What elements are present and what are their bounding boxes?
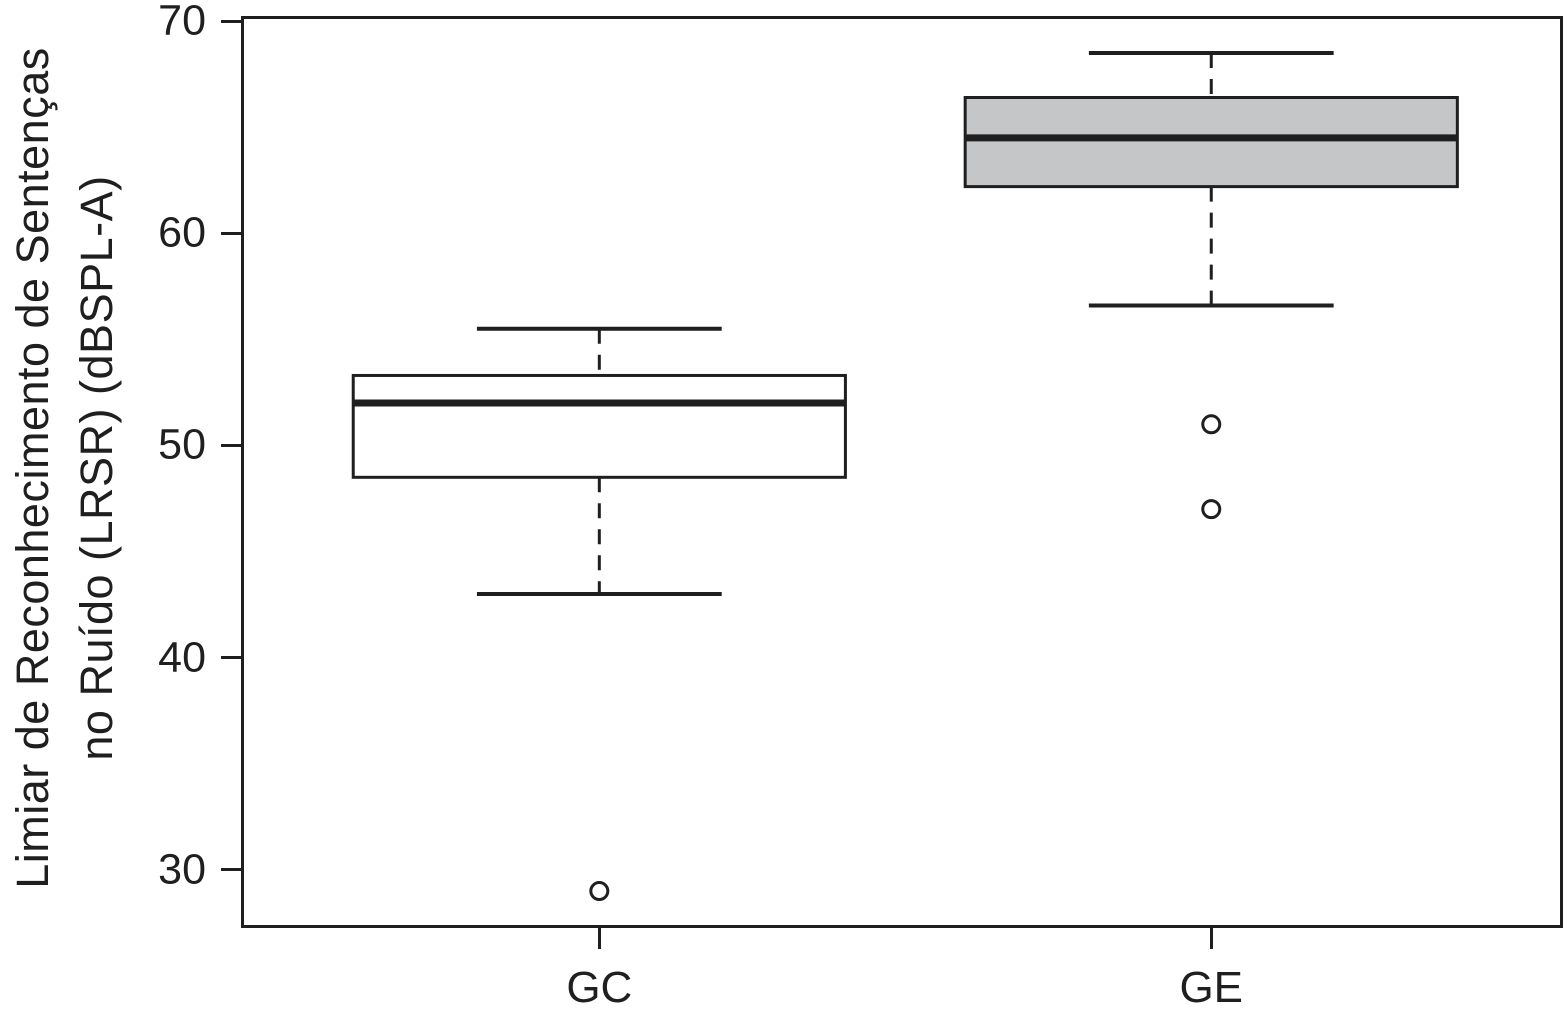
x-tick-label-ge: GE [1179, 963, 1244, 1011]
y-tick-label-30: 30 [158, 845, 206, 894]
outlier-point-ge-1 [1201, 499, 1222, 520]
y-tick-50 [221, 443, 242, 447]
chart-svg [351, 50, 1459, 902]
y-axis-title-line-1: Limiar de Reconhecimento de Sentenças [7, 47, 58, 889]
y-tick-label-70: 70 [158, 0, 206, 45]
y-tick-label-50: 50 [158, 420, 206, 469]
y-tick-70 [221, 19, 242, 23]
y-tick-60 [221, 231, 242, 235]
x-tick-ge [1209, 928, 1213, 949]
y-tick-label-60: 60 [158, 208, 206, 257]
y-tick-40 [221, 656, 242, 660]
y-tick-label-40: 40 [158, 633, 206, 682]
y-tick-30 [221, 868, 242, 872]
x-tick-label-gc: GC [566, 963, 633, 1011]
outlier-point-ge-0 [1201, 414, 1222, 435]
x-tick-gc [597, 928, 601, 949]
outlier-point-gc-0 [589, 881, 610, 902]
box-ge [963, 96, 1459, 189]
box-gc [351, 373, 847, 479]
plot-area [241, 16, 1563, 928]
